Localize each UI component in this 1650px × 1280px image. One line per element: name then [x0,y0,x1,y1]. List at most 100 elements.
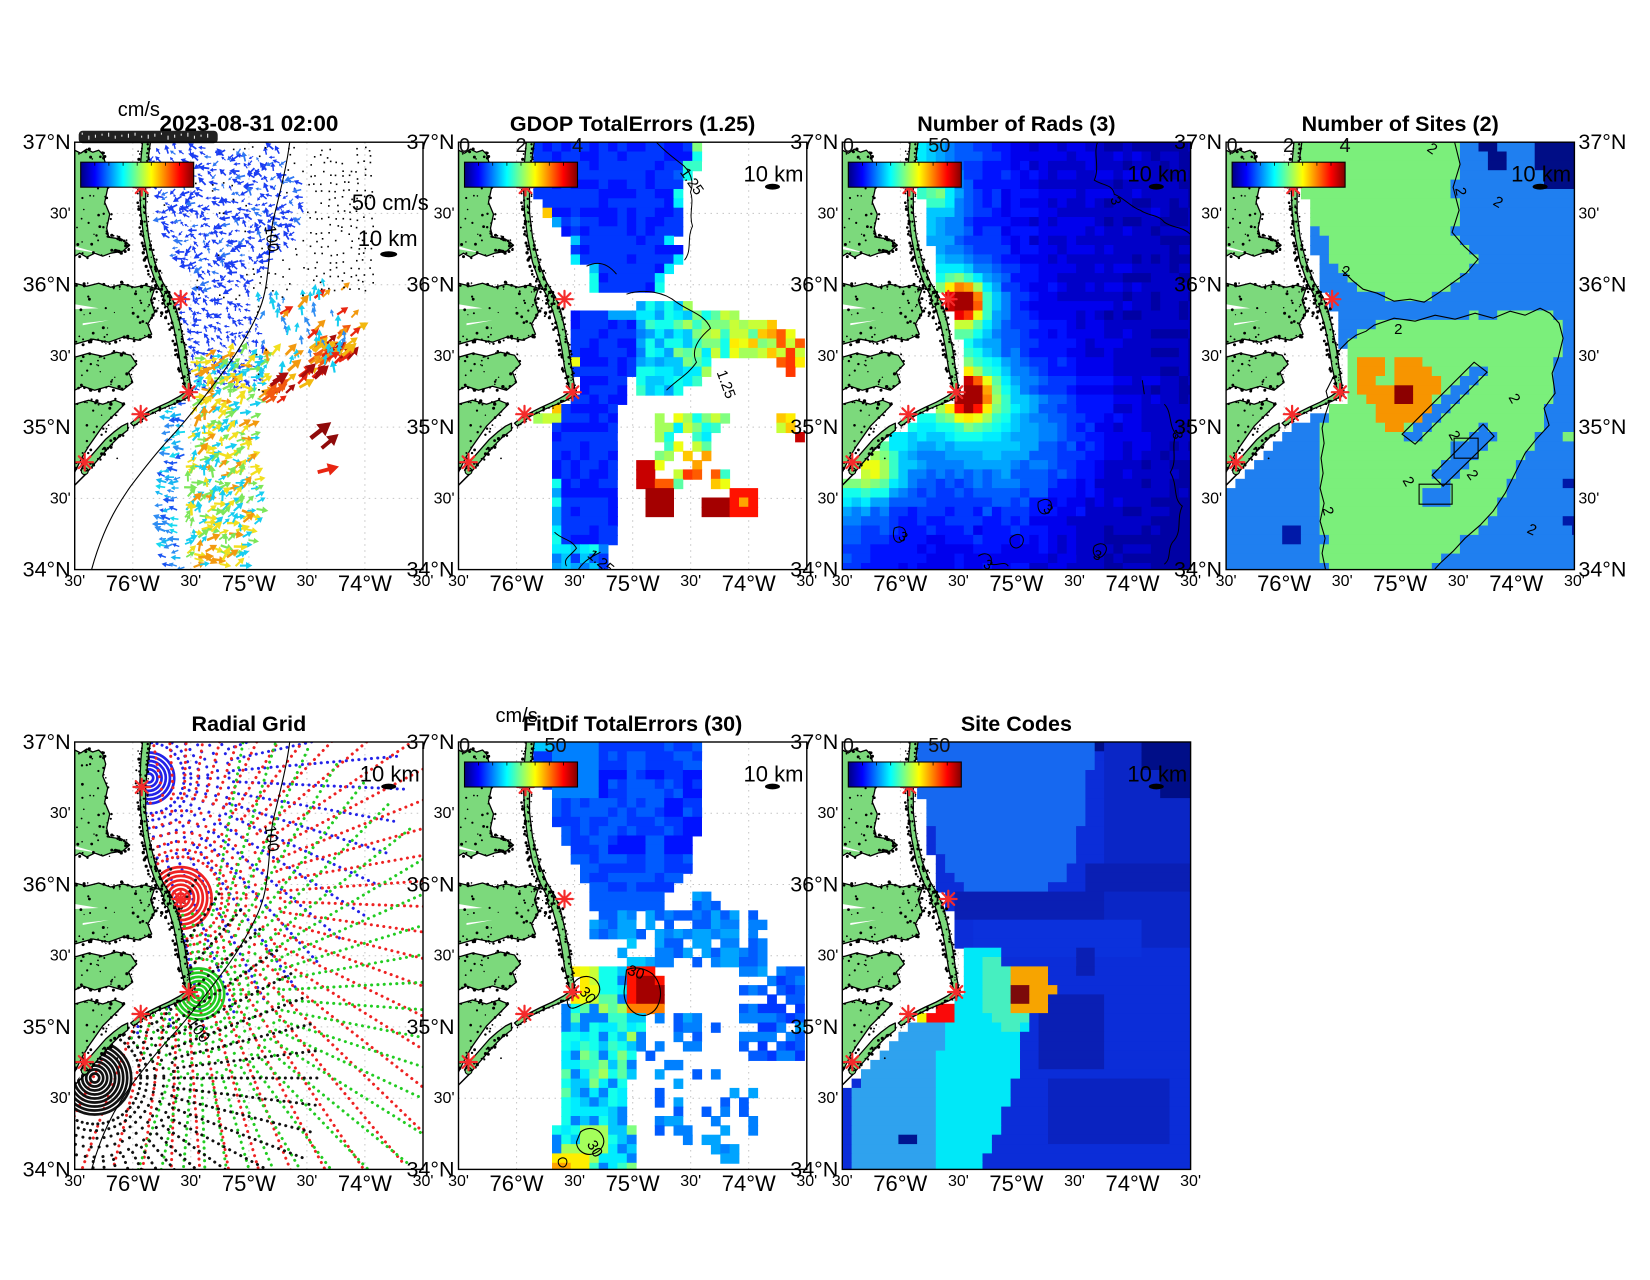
svg-text:30': 30' [1180,1173,1201,1190]
svg-text:30': 30' [1216,573,1237,590]
svg-text:74°W: 74°W [1105,1171,1159,1196]
svg-text:50 cm/s: 50 cm/s [352,190,429,215]
svg-text:30': 30' [413,1173,434,1190]
svg-text:75°W: 75°W [989,571,1043,596]
svg-text:30': 30' [564,573,585,590]
svg-text:30': 30' [448,1173,469,1190]
svg-text:76°W: 76°W [873,1171,927,1196]
svg-text:30: 30 [625,962,646,984]
svg-text:36°N: 36°N [790,273,838,297]
svg-text:30': 30' [296,1173,317,1190]
svg-text:0: 0 [459,735,470,757]
svg-text:50: 50 [544,735,566,757]
svg-text:30': 30' [434,205,455,222]
svg-text:36°N: 36°N [790,873,838,897]
svg-text:10 km: 10 km [358,226,418,251]
svg-text:75°W: 75°W [222,571,276,596]
svg-text:30': 30' [1180,573,1201,590]
svg-text:76°W: 76°W [489,571,543,596]
svg-text:75°W: 75°W [222,1171,276,1196]
svg-text:36°N: 36°N [23,873,71,897]
svg-text:cm/s: cm/s [496,705,538,727]
svg-text:74°W: 74°W [1105,571,1159,596]
svg-text:30': 30' [434,490,455,507]
svg-text:30': 30' [180,1173,201,1190]
svg-text:30': 30' [434,948,455,965]
svg-text:30': 30' [50,948,71,965]
svg-text:30': 30' [1064,1173,1085,1190]
svg-text:2: 2 [1394,321,1402,338]
svg-text:3: 3 [1107,195,1125,207]
svg-text:100: 100 [261,824,282,853]
svg-text:Number of Rads (3): Number of Rads (3) [917,112,1115,136]
svg-text:GDOP TotalErrors (1.25): GDOP TotalErrors (1.25) [510,112,755,136]
svg-text:30': 30' [1578,205,1599,222]
svg-text:76°W: 76°W [873,571,927,596]
svg-text:30': 30' [1448,573,1469,590]
svg-text:35°N: 35°N [406,415,454,439]
svg-text:75°W: 75°W [1373,571,1427,596]
svg-text:cm/s: cm/s [118,99,160,121]
svg-text:10 km: 10 km [360,762,420,787]
svg-text:2: 2 [515,135,526,157]
svg-text:37°N: 37°N [1578,130,1626,154]
svg-text:30': 30' [50,805,71,822]
svg-text:34°N: 34°N [790,558,838,582]
svg-text:30': 30' [817,948,838,965]
svg-text:30': 30' [413,573,434,590]
svg-text:30': 30' [796,573,817,590]
svg-text:2: 2 [1451,186,1469,197]
svg-text:35°N: 35°N [1578,415,1626,439]
svg-text:30': 30' [1201,348,1222,365]
svg-text:30': 30' [796,1173,817,1190]
svg-text:35°N: 35°N [23,415,71,439]
svg-text:74°W: 74°W [722,571,776,596]
svg-text:30': 30' [832,1173,853,1190]
svg-text:30': 30' [50,348,71,365]
svg-text:35°N: 35°N [406,1015,454,1039]
svg-text:30': 30' [180,573,201,590]
svg-text:30': 30' [296,573,317,590]
svg-text:36°N: 36°N [1578,273,1626,297]
svg-text:75°W: 75°W [606,571,660,596]
svg-text:34°N: 34°N [23,558,71,582]
svg-text:30': 30' [50,1090,71,1107]
svg-text:35°N: 35°N [790,1015,838,1039]
svg-text:30': 30' [948,573,969,590]
svg-text:37°N: 37°N [406,130,454,154]
svg-text:36°N: 36°N [23,273,71,297]
svg-text:37°N: 37°N [790,130,838,154]
svg-text:30': 30' [434,805,455,822]
svg-text:30': 30' [948,1173,969,1190]
svg-text:Site Codes: Site Codes [961,712,1072,736]
svg-text:34°N: 34°N [1578,558,1626,582]
svg-text:74°W: 74°W [338,1171,392,1196]
svg-text:0: 0 [459,135,470,157]
svg-text:30': 30' [1578,490,1599,507]
svg-text:30': 30' [564,1173,585,1190]
svg-text:30': 30' [680,573,701,590]
svg-text:30': 30' [1332,573,1353,590]
svg-text:3: 3 [1169,430,1186,441]
svg-text:10 km: 10 km [1511,162,1571,187]
svg-text:30': 30' [1578,348,1599,365]
svg-text:0: 0 [843,135,854,157]
svg-text:37°N: 37°N [1174,130,1222,154]
svg-text:74°W: 74°W [722,1171,776,1196]
svg-text:0: 0 [1227,135,1238,157]
svg-text:30: 30 [583,1138,606,1161]
svg-text:2: 2 [1283,135,1294,157]
svg-text:4: 4 [1340,135,1351,157]
svg-text:30': 30' [817,490,838,507]
svg-text:37°N: 37°N [23,730,71,754]
svg-text:FitDif TotalErrors (30): FitDif TotalErrors (30) [523,712,742,736]
svg-text:30': 30' [817,805,838,822]
svg-text:10 km: 10 km [744,162,804,187]
svg-text:30': 30' [434,1090,455,1107]
svg-text:0: 0 [843,735,854,757]
svg-text:30': 30' [448,573,469,590]
svg-text:Number of Sites (2): Number of Sites (2) [1302,112,1499,136]
svg-text:36°N: 36°N [406,273,454,297]
svg-text:35°N: 35°N [790,415,838,439]
svg-text:50: 50 [928,735,950,757]
